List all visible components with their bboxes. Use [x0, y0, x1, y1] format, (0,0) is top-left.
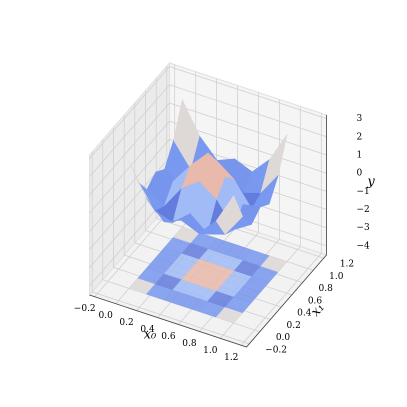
x1-tick-label: 0.8 [319, 284, 334, 294]
axis-line [89, 115, 327, 348]
x0-tick-label: 0.0 [99, 311, 114, 321]
y-tick-label: −4 [357, 241, 371, 251]
x0-tick-label: 0.6 [161, 332, 176, 342]
y-axis-label: y [366, 175, 375, 190]
x1-tick-label: −0.2 [265, 345, 287, 355]
y-tick-label: −3 [357, 223, 371, 233]
x1-tick-label: 0.4 [297, 309, 312, 319]
grid-line [91, 151, 250, 345]
x0-tick-label: 0.4 [140, 325, 155, 335]
y-tick-label: 0 [357, 169, 363, 179]
y-tick-label: 1 [357, 151, 363, 161]
x0-axis-label: x₀ [144, 328, 157, 343]
x0-tick-label: −0.2 [74, 304, 96, 314]
y-tick-label: −2 [357, 205, 370, 215]
grid-line [89, 102, 327, 196]
surface-cell [215, 195, 243, 235]
x0-tick-label: 0.2 [119, 318, 133, 328]
x0-tick-label: 1.2 [224, 353, 238, 363]
x0-tick-label: 1.0 [203, 346, 218, 356]
x1-tick-label: 0.6 [308, 296, 323, 306]
x1-tick-label: 0.2 [287, 321, 301, 331]
grid-line [89, 84, 327, 178]
x0-tick-label: 0.8 [182, 339, 197, 349]
x1-tick-label: 0.0 [276, 333, 291, 343]
x1-tick-label: 1.0 [329, 272, 344, 282]
grid-line [89, 66, 327, 159]
y-tick-label: 2 [357, 132, 363, 142]
grid-line [240, 113, 322, 346]
contour-cell [260, 255, 288, 273]
y-tick-label: 3 [357, 114, 363, 124]
x1-tick-label: 1.2 [340, 260, 354, 270]
y-tick-label: −1 [357, 187, 370, 197]
